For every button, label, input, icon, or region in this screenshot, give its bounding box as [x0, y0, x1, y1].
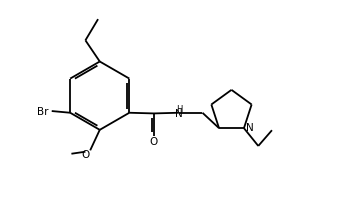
- Text: N: N: [246, 123, 253, 133]
- Text: O: O: [81, 149, 90, 159]
- Text: Br: Br: [37, 107, 49, 116]
- Text: O: O: [150, 136, 158, 146]
- Text: N: N: [175, 108, 183, 118]
- Text: H: H: [176, 104, 182, 113]
